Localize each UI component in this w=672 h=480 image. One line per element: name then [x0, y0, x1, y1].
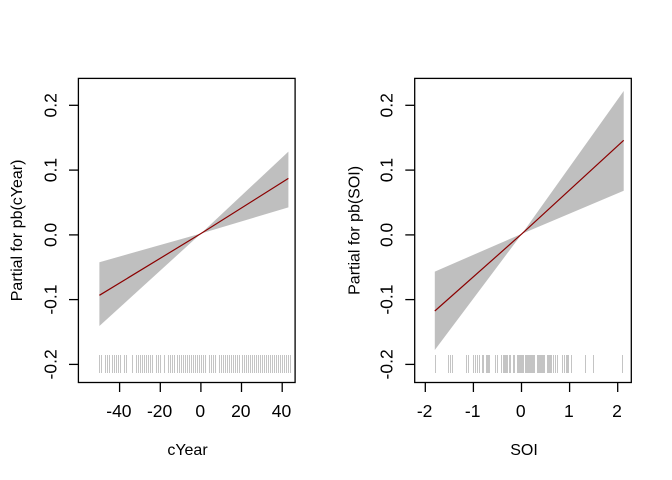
svg-text:-0.2: -0.2	[377, 349, 397, 379]
svg-text:-40: -40	[106, 401, 132, 421]
svg-text:Partial for pb(SOI): Partial for pb(SOI)	[347, 166, 364, 295]
svg-text:-0.1: -0.1	[40, 285, 60, 315]
svg-text:0.0: 0.0	[40, 222, 60, 247]
svg-text:-1: -1	[465, 401, 481, 421]
svg-text:0.2: 0.2	[40, 93, 60, 117]
svg-text:0: 0	[195, 401, 205, 421]
svg-text:0.1: 0.1	[377, 158, 397, 182]
svg-text:SOI: SOI	[510, 442, 538, 459]
svg-text:0: 0	[516, 401, 526, 421]
svg-text:0.1: 0.1	[40, 158, 60, 182]
svg-text:0.0: 0.0	[377, 222, 397, 247]
svg-text:-0.2: -0.2	[40, 349, 60, 379]
svg-text:20: 20	[231, 401, 251, 421]
svg-text:cYear: cYear	[167, 442, 208, 459]
svg-text:40: 40	[272, 401, 292, 421]
svg-text:-2: -2	[417, 401, 433, 421]
svg-text:Partial for pb(cYear): Partial for pb(cYear)	[9, 160, 26, 302]
svg-text:2: 2	[612, 401, 622, 421]
svg-text:-20: -20	[147, 401, 173, 421]
svg-text:1: 1	[564, 401, 574, 421]
svg-text:0.2: 0.2	[377, 93, 397, 117]
svg-text:-0.1: -0.1	[377, 285, 397, 315]
